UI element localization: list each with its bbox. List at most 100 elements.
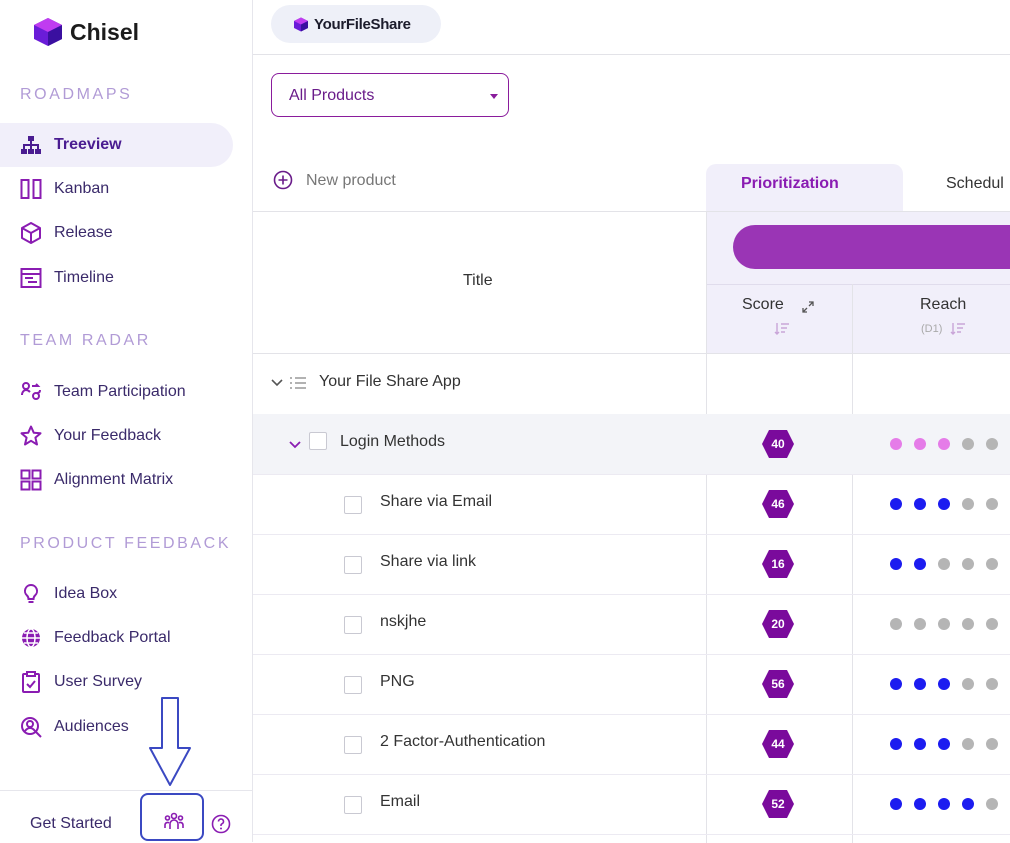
reach-dot (890, 798, 902, 810)
column-divider (852, 284, 853, 843)
sidebar-item-team-participation[interactable]: Team Participation (0, 370, 233, 414)
sidebar-item-idea-box[interactable]: Idea Box (0, 572, 233, 616)
reach-dot (986, 798, 998, 810)
row-title: Login Methods (340, 433, 445, 450)
reach-dot (890, 498, 902, 510)
sidebar-item-user-survey[interactable]: User Survey (0, 660, 233, 704)
row-title: Share via link (380, 553, 477, 570)
reach-dots (890, 498, 998, 510)
title-column-header: Title (463, 272, 493, 289)
sort-icon[interactable] (950, 322, 966, 336)
sidebar-item-your-feedback[interactable]: Your Feedback (0, 414, 233, 458)
tab-label: Prioritization (741, 175, 839, 192)
row-title: Share via Email (380, 493, 493, 510)
row-checkbox[interactable] (344, 796, 362, 814)
prioritization-group-bar[interactable] (733, 225, 1010, 269)
reach-dot (914, 738, 926, 750)
app-logo[interactable]: Chisel (32, 17, 139, 47)
reach-dots (890, 558, 998, 570)
table-row-product[interactable]: Your File Share App (253, 354, 1010, 415)
chevron-down-icon[interactable] (271, 379, 283, 387)
workspace-logo-icon (294, 17, 308, 32)
sidebar-item-label: Kanban (54, 180, 110, 197)
roadmap-table: Title Score Reach (D1) Your File Share A… (253, 211, 1010, 843)
row-checkbox[interactable] (344, 496, 362, 514)
table-row-group[interactable]: Login Methods 40 (253, 414, 1010, 475)
reach-dot (938, 798, 950, 810)
row-checkbox[interactable] (344, 676, 362, 694)
chevron-down-icon[interactable] (289, 441, 301, 449)
row-checkbox[interactable] (309, 432, 327, 450)
kanban-icon (20, 179, 42, 199)
new-product-label: New product (306, 172, 396, 189)
reach-dot (938, 498, 950, 510)
reach-dot (890, 738, 902, 750)
sidebar-item-label: Team Participation (54, 383, 186, 400)
app-name: Chisel (70, 18, 140, 45)
sidebar-item-label: Timeline (54, 269, 114, 286)
new-product-button[interactable]: New product (273, 170, 396, 190)
sidebar-item-timeline[interactable]: Timeline (0, 256, 233, 300)
get-started-link[interactable]: Get Started (30, 815, 112, 832)
sidebar-item-label: Feedback Portal (54, 629, 171, 646)
sidebar-item-kanban[interactable]: Kanban (0, 167, 233, 211)
row-checkbox[interactable] (344, 556, 362, 574)
reach-dot (986, 618, 998, 630)
reach-dot (938, 618, 950, 630)
score-column-header[interactable]: Score (742, 296, 784, 313)
score-badge: 16 (761, 549, 795, 579)
reach-dot (962, 498, 974, 510)
product-select[interactable]: All Products (271, 73, 509, 117)
row-title: nskjhe (380, 613, 427, 630)
table-row[interactable]: nskjhe 20 (253, 594, 1010, 655)
product-select-value: All Products (289, 87, 375, 104)
section-title-roadmaps: ROADMAPS (20, 86, 133, 103)
table-row[interactable]: Email 52 (253, 774, 1010, 835)
sidebar-item-release[interactable]: Release (0, 211, 233, 255)
add-circle-icon (273, 170, 293, 190)
row-title: Your File Share App (319, 373, 461, 390)
sidebar-item-treeview[interactable]: Treeview (0, 123, 233, 167)
reach-dots (890, 618, 998, 630)
tab-scheduling[interactable]: Schedul (946, 175, 1004, 192)
row-checkbox[interactable] (344, 616, 362, 634)
tab-prioritization[interactable]: Prioritization (706, 164, 903, 212)
sidebar-item-alignment-matrix[interactable]: Alignment Matrix (0, 458, 233, 502)
header-divider (706, 284, 1010, 285)
reach-dot (890, 558, 902, 570)
clipboard-check-icon (22, 671, 40, 693)
sidebar-item-feedback-portal[interactable]: Feedback Portal (0, 616, 233, 660)
team-button[interactable] (140, 793, 204, 841)
reach-dot (890, 678, 902, 690)
reach-dots (890, 438, 998, 450)
score-badge: 44 (761, 729, 795, 759)
sidebar-item-label: Alignment Matrix (54, 471, 174, 488)
score-badge: 20 (761, 609, 795, 639)
workspace-switcher[interactable]: YourFileShare (271, 5, 441, 43)
reach-dot (986, 738, 998, 750)
reach-dots (890, 798, 998, 810)
sidebar-item-label: Idea Box (54, 585, 118, 602)
sort-icon[interactable] (774, 322, 790, 336)
table-row[interactable]: PNG 56 (253, 654, 1010, 715)
user-search-icon (21, 717, 42, 738)
table-row[interactable]: 2 Factor-Authentication 44 (253, 714, 1010, 775)
reach-dot (962, 678, 974, 690)
score-badge: 56 (761, 669, 795, 699)
row-title: Email (380, 793, 421, 810)
row-checkbox[interactable] (344, 736, 362, 754)
row-title: 2 Factor-Authentication (380, 733, 546, 750)
table-row[interactable]: Share via link 16 (253, 534, 1010, 595)
workspace-name: YourFileShare (314, 16, 411, 33)
reach-dot (938, 738, 950, 750)
section-title-product-feedback: PRODUCT FEEDBACK (20, 535, 232, 552)
sidebar-item-audiences[interactable]: Audiences (0, 705, 233, 749)
reach-column-subtitle: (D1) (921, 323, 943, 335)
reach-dot (890, 438, 902, 450)
help-icon[interactable] (211, 814, 231, 834)
expand-icon[interactable] (801, 300, 815, 314)
reach-column-header[interactable]: Reach (920, 296, 967, 313)
reach-dots (890, 678, 998, 690)
table-row[interactable]: Share via Email 46 (253, 474, 1010, 535)
score-badge: 40 (761, 429, 795, 459)
